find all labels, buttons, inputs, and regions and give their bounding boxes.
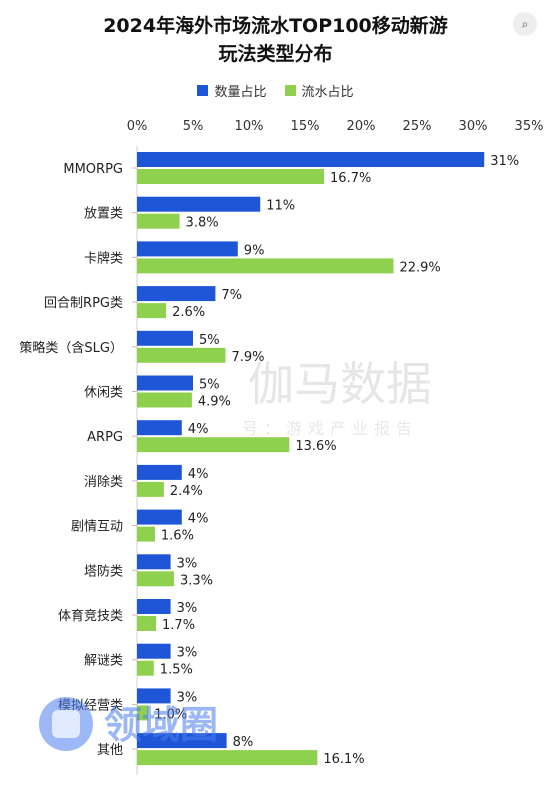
bar-count bbox=[137, 196, 261, 212]
category-label: 回合制RPG类 bbox=[44, 296, 123, 311]
data-label-count: 7% bbox=[221, 288, 242, 303]
x-tick-label: 25% bbox=[403, 119, 432, 134]
category-label: 剧情互动 bbox=[71, 520, 123, 535]
bar-count bbox=[137, 330, 193, 346]
category-label: 其他 bbox=[97, 743, 123, 758]
legend: 数量占比 流水占比 bbox=[0, 81, 551, 100]
bar-count bbox=[137, 286, 216, 302]
bar-revenue bbox=[137, 526, 155, 542]
data-label-count: 8% bbox=[233, 735, 254, 750]
bar-revenue bbox=[137, 258, 394, 274]
bar-revenue bbox=[137, 303, 167, 319]
category-label: 放置类 bbox=[84, 207, 123, 222]
data-label-revenue: 16.1% bbox=[323, 752, 364, 767]
data-label-count: 5% bbox=[199, 333, 220, 348]
category-label: 体育竞技类 bbox=[58, 608, 123, 624]
data-label-count: 3% bbox=[177, 601, 198, 616]
data-label-revenue: 2.6% bbox=[172, 305, 205, 320]
legend-item-count: 数量占比 bbox=[197, 81, 267, 100]
bar-count bbox=[137, 688, 171, 704]
data-label-revenue: 13.6% bbox=[295, 439, 336, 454]
data-label-revenue: 16.7% bbox=[330, 171, 371, 186]
lens-icon[interactable]: ⌕ bbox=[513, 12, 537, 36]
category-label: MMORPG bbox=[63, 162, 123, 177]
x-tick-label: 30% bbox=[459, 119, 488, 134]
bar-count bbox=[137, 375, 193, 391]
data-label-revenue: 1.5% bbox=[160, 663, 193, 678]
legend-swatch-count bbox=[197, 85, 209, 96]
data-label-count: 3% bbox=[177, 690, 198, 705]
bar-count bbox=[137, 509, 182, 525]
x-tick-label: 5% bbox=[183, 119, 204, 134]
bar-revenue bbox=[137, 392, 192, 408]
bar-count bbox=[137, 420, 182, 436]
data-label-revenue: 4.9% bbox=[198, 395, 231, 410]
category-label: 解谜类 bbox=[84, 654, 123, 669]
category-label: 塔防类 bbox=[84, 563, 123, 579]
bar-revenue bbox=[137, 660, 154, 676]
data-label-count: 4% bbox=[188, 467, 209, 482]
chart-title: 2024年海外市场流水TOP100移动新游 bbox=[103, 15, 448, 37]
bar-count bbox=[137, 152, 485, 167]
bar-count bbox=[137, 643, 171, 659]
data-label-count: 31% bbox=[490, 154, 519, 169]
data-label-count: 11% bbox=[266, 199, 295, 214]
data-label-revenue: 3.8% bbox=[186, 216, 219, 231]
x-tick-label: 15% bbox=[291, 119, 320, 134]
x-tick-label: 35% bbox=[515, 119, 544, 134]
watermark-text: 伽马数据 bbox=[248, 357, 432, 411]
category-label: 卡牌类 bbox=[84, 250, 123, 266]
category-label: ARPG bbox=[87, 430, 123, 445]
category-label: 休闲类 bbox=[84, 386, 123, 401]
bar-count bbox=[137, 599, 171, 614]
bar-revenue bbox=[137, 616, 157, 631]
bar-revenue bbox=[137, 213, 180, 229]
data-label-revenue: 7.9% bbox=[231, 350, 264, 365]
bar-count bbox=[137, 733, 227, 749]
category-label: 策略类（含SLG） bbox=[19, 340, 123, 356]
bar-revenue bbox=[137, 705, 149, 721]
data-label-count: 4% bbox=[188, 422, 209, 437]
x-tick-label: 20% bbox=[347, 119, 376, 134]
legend-label-count: 数量占比 bbox=[214, 85, 267, 100]
data-label-count: 4% bbox=[188, 512, 209, 527]
bar-revenue bbox=[137, 571, 174, 587]
x-tick-label: 0% bbox=[127, 119, 148, 134]
chart-subtitle: 玩法类型分布 bbox=[218, 43, 333, 65]
data-label-revenue: 1.0% bbox=[154, 707, 187, 722]
legend-swatch-revenue bbox=[284, 85, 296, 96]
bar-count bbox=[137, 241, 238, 257]
category-label: 消除类 bbox=[84, 475, 123, 490]
watermark-subtext: 号：游戏产业报告 bbox=[242, 419, 418, 438]
category-label: 模拟经营类 bbox=[58, 698, 123, 713]
data-label-count: 9% bbox=[244, 243, 265, 258]
bar-revenue bbox=[137, 347, 226, 363]
legend-label-revenue: 流水占比 bbox=[301, 85, 354, 100]
bar-count bbox=[137, 554, 171, 570]
data-label-revenue: 3.3% bbox=[180, 573, 213, 588]
data-label-count: 3% bbox=[177, 646, 198, 661]
bar-revenue bbox=[137, 750, 318, 766]
data-label-count: 5% bbox=[199, 378, 220, 393]
legend-item-revenue: 流水占比 bbox=[284, 81, 354, 100]
data-label-count: 3% bbox=[177, 556, 198, 571]
bar-revenue bbox=[137, 169, 325, 184]
data-label-revenue: 1.6% bbox=[161, 529, 194, 544]
data-label-revenue: 1.7% bbox=[162, 618, 195, 633]
bar-revenue bbox=[137, 481, 164, 497]
bar-count bbox=[137, 464, 182, 480]
bar-revenue bbox=[137, 437, 290, 453]
x-tick-label: 10% bbox=[235, 119, 264, 134]
data-label-revenue: 2.4% bbox=[170, 484, 203, 499]
data-label-revenue: 22.9% bbox=[399, 260, 440, 275]
